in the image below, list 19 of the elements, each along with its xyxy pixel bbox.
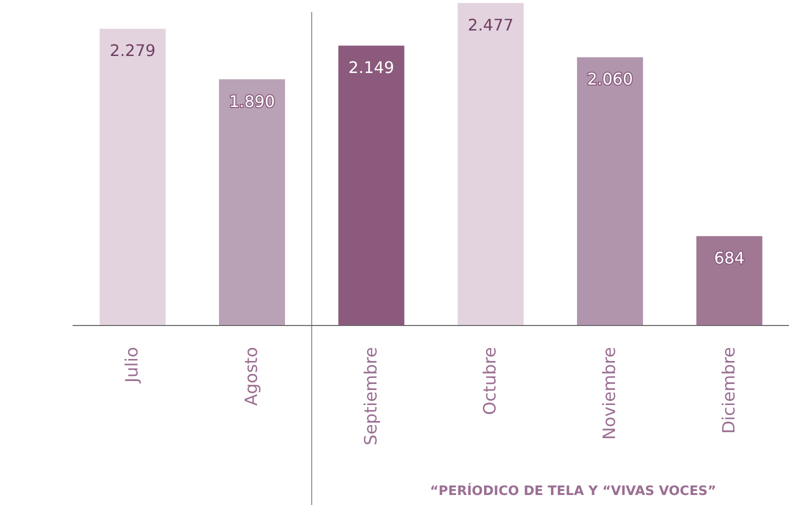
x-tick-label: Diciembre bbox=[719, 347, 740, 434]
x-tick-label: Julio bbox=[122, 347, 143, 384]
data-label: 1.890 bbox=[229, 92, 275, 111]
x-tick-label: Agosto bbox=[242, 347, 262, 406]
x-tick-label: Septiembre bbox=[361, 347, 382, 446]
bar bbox=[458, 2, 524, 325]
bar bbox=[338, 46, 404, 325]
data-label: 2.477 bbox=[468, 15, 514, 34]
data-label: 2.060 bbox=[587, 70, 633, 89]
text: “PERÍODICO DE TELA Y “VIVAS VOCES” bbox=[430, 482, 716, 499]
data-label: 2.279 bbox=[110, 41, 156, 60]
x-tick-label: Octubre bbox=[480, 347, 501, 416]
data-label: 2.149 bbox=[348, 58, 394, 78]
bar bbox=[696, 236, 762, 325]
data-label: 684 bbox=[714, 248, 745, 268]
bar bbox=[100, 28, 166, 325]
bar bbox=[219, 79, 285, 325]
x-tick-label: Noviembre bbox=[600, 347, 620, 440]
bar bbox=[577, 57, 643, 325]
